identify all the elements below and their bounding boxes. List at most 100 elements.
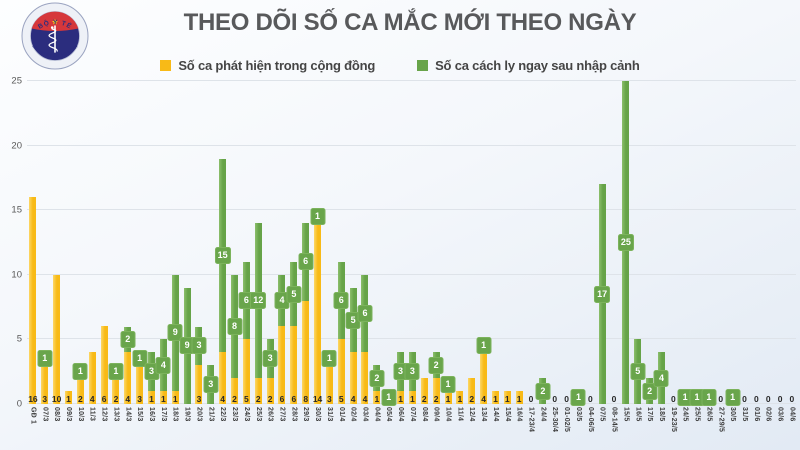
x-tick-label: 29/3	[302, 407, 310, 422]
community-value-label: 0	[742, 394, 747, 404]
quarantine-value-label: 1	[321, 350, 337, 368]
community-value-label: 4	[125, 394, 131, 404]
bar-group: 10	[51, 81, 63, 404]
community-bar	[397, 391, 405, 404]
x-tick: 13/3	[110, 407, 122, 450]
x-tick-label: 08/4	[420, 407, 428, 422]
x-tick: 03/4	[359, 407, 371, 450]
x-tick-label: 09/3	[65, 407, 72, 422]
x-tick: 08/4	[418, 407, 430, 450]
x-tick: 15/3	[134, 407, 146, 450]
community-value-label: 8	[303, 394, 309, 404]
x-tick: 16/3	[146, 407, 158, 450]
x-tick: 17/5	[644, 407, 656, 450]
bar-group: 1	[689, 81, 705, 407]
community-value-label: 2	[433, 394, 439, 404]
community-value-label: 3	[137, 394, 143, 404]
x-tick: 03/6	[774, 407, 786, 450]
community-value-label: 1	[516, 394, 522, 404]
x-tick-label: GĐ 1	[29, 407, 37, 425]
x-axis: GĐ 1 07/3 08/3 09/3 10/3 11/3 12/3 13/3 14/3 15/3…	[27, 407, 798, 450]
quarantine-value-label: 2	[535, 382, 551, 400]
ministry-of-health-emblem: ★ BỘ Y TẾ MINISTRY OF HEALTH	[21, 2, 89, 70]
x-tick-label: 24/4	[539, 407, 547, 422]
x-tick-label: 22/3	[219, 407, 227, 422]
community-value-label: 6	[291, 394, 297, 404]
community-bar	[515, 391, 523, 404]
community-bar	[112, 378, 120, 404]
svg-text:BỘ Y TẾ: BỘ Y TẾ	[37, 18, 74, 31]
x-tick: 03/5	[573, 407, 585, 450]
community-value-label: 10	[51, 394, 62, 404]
x-tick-label: 25-30/4	[551, 407, 559, 433]
quarantine-value-label: 5	[630, 363, 646, 381]
community-bar	[444, 391, 452, 404]
quarantine-value-label: 6	[238, 292, 254, 310]
x-tick: 06/4	[395, 407, 407, 450]
x-tick-label: 11/4	[456, 407, 464, 422]
quarantine-value-label: 6	[298, 253, 314, 271]
x-tick-label: 12/4	[468, 407, 476, 422]
community-value-label: 1	[410, 394, 415, 404]
community-value-label: 4	[362, 394, 368, 404]
x-tick-label: 02/4	[349, 407, 357, 422]
x-tick-label: 26/3	[266, 407, 274, 422]
community-value-label: 0	[587, 394, 593, 404]
community-value-label: 1	[149, 394, 154, 404]
x-tick-label: 03/6	[776, 407, 784, 422]
x-tick: 25/5	[691, 407, 703, 450]
y-tick-label: 5	[16, 333, 22, 345]
x-tick-label: 14/4	[491, 407, 499, 422]
community-bar	[468, 378, 476, 404]
community-bar	[373, 391, 381, 404]
bar-group: 1 14	[310, 81, 326, 404]
community-bar	[480, 352, 488, 404]
x-tick: 15/5	[620, 407, 632, 450]
quarantine-value-label: 4	[653, 369, 669, 387]
bar-group: 1	[381, 81, 397, 407]
x-tick-label: 06/4	[397, 407, 405, 422]
x-tick-label: 03/4	[361, 407, 369, 422]
x-tick-label: 10/4	[444, 407, 452, 422]
community-value-label: 1	[445, 394, 451, 404]
x-tick-label: 27/3	[278, 407, 286, 422]
community-value-label: 0	[777, 394, 783, 404]
x-tick-label: 01/4	[337, 407, 345, 422]
quarantine-value-label: 2	[120, 330, 136, 348]
quarantine-value-label: 1	[310, 208, 326, 226]
bar-group: 0	[584, 81, 596, 404]
community-value-label: 4	[220, 394, 226, 404]
quarantine-value-label: 9	[167, 324, 183, 342]
gridline	[27, 80, 796, 81]
bar-group: 1	[501, 81, 513, 404]
quarantine-value-label: 1	[725, 389, 741, 407]
bar-group: 2	[466, 81, 478, 404]
community-bar	[325, 365, 333, 404]
bar-group: 1	[63, 81, 75, 404]
x-tick: 04/4	[371, 407, 383, 450]
x-tick-label: 16/3	[148, 407, 156, 422]
x-tick-label: 07/4	[408, 407, 416, 422]
community-value-label: 2	[113, 394, 119, 404]
community-value-label: 3	[327, 394, 332, 404]
y-tick-label: 15	[11, 204, 22, 216]
quarantine-value-label: 5	[286, 285, 302, 303]
y-tick-label: 10	[11, 269, 22, 281]
quarantine-value-label: 6	[333, 292, 349, 310]
community-bar	[231, 378, 239, 404]
bar-group: 0	[774, 81, 786, 404]
bar-group: 25	[617, 81, 634, 404]
x-tick: 04/6	[786, 407, 798, 450]
x-tick: 17/3	[157, 407, 169, 450]
community-bar	[136, 365, 144, 404]
community-value-label: 4	[350, 394, 356, 404]
